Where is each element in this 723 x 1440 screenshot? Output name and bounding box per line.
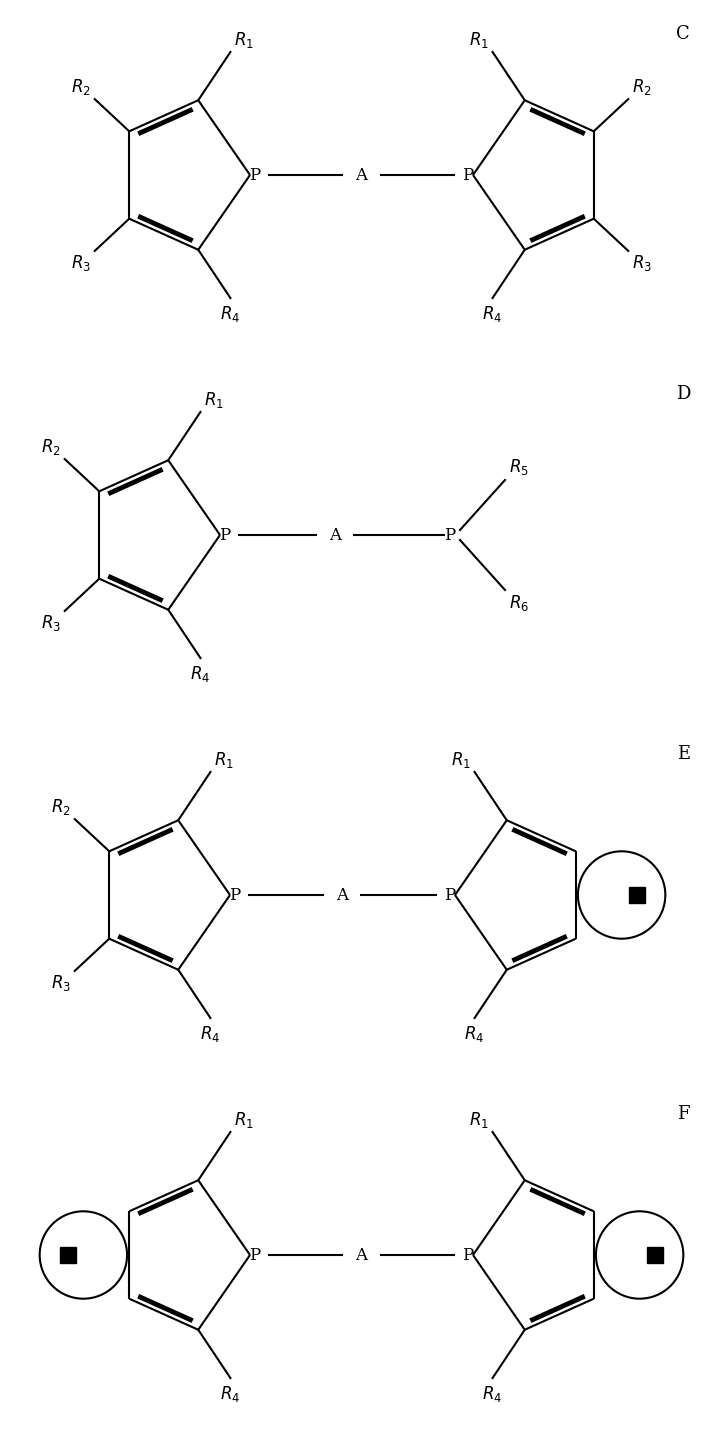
Polygon shape xyxy=(646,1247,663,1263)
Text: A: A xyxy=(336,887,348,903)
Text: A: A xyxy=(329,527,341,543)
Text: $R_4$: $R_4$ xyxy=(464,1024,484,1044)
Text: $R_3$: $R_3$ xyxy=(40,613,61,634)
Text: $R_4$: $R_4$ xyxy=(200,1024,221,1044)
Text: P: P xyxy=(445,527,455,543)
Text: $R_3$: $R_3$ xyxy=(71,253,91,274)
Polygon shape xyxy=(60,1247,77,1263)
Text: P: P xyxy=(249,167,260,183)
Text: $R_2$: $R_2$ xyxy=(632,78,652,96)
Text: $R_3$: $R_3$ xyxy=(632,253,652,274)
Text: $R_2$: $R_2$ xyxy=(71,78,91,96)
Text: $R_5$: $R_5$ xyxy=(509,456,529,477)
Text: $R_3$: $R_3$ xyxy=(51,973,71,994)
Text: C: C xyxy=(676,24,690,43)
Text: A: A xyxy=(356,167,367,183)
Text: $R_4$: $R_4$ xyxy=(482,304,502,324)
Text: $R_4$: $R_4$ xyxy=(190,664,210,684)
Text: P: P xyxy=(463,1247,474,1263)
Text: P: P xyxy=(445,887,455,903)
Text: P: P xyxy=(249,1247,260,1263)
Text: $R_2$: $R_2$ xyxy=(41,438,61,456)
Text: $R_1$: $R_1$ xyxy=(234,1110,254,1130)
Text: $R_4$: $R_4$ xyxy=(482,1384,502,1404)
Text: $R_1$: $R_1$ xyxy=(450,750,471,770)
Text: F: F xyxy=(677,1104,690,1123)
Text: $R_1$: $R_1$ xyxy=(205,390,224,410)
Text: P: P xyxy=(219,527,231,543)
Text: $R_1$: $R_1$ xyxy=(234,30,254,50)
Polygon shape xyxy=(628,887,645,903)
Text: D: D xyxy=(675,384,690,403)
Text: A: A xyxy=(356,1247,367,1263)
Text: $R_1$: $R_1$ xyxy=(469,30,489,50)
Text: P: P xyxy=(463,167,474,183)
Text: $R_4$: $R_4$ xyxy=(221,304,241,324)
Text: E: E xyxy=(677,744,690,763)
Text: $R_1$: $R_1$ xyxy=(469,1110,489,1130)
Text: $R_1$: $R_1$ xyxy=(215,750,234,770)
Text: $R_4$: $R_4$ xyxy=(221,1384,241,1404)
Text: $R_6$: $R_6$ xyxy=(509,593,529,613)
Text: P: P xyxy=(229,887,241,903)
Text: $R_2$: $R_2$ xyxy=(51,798,71,816)
